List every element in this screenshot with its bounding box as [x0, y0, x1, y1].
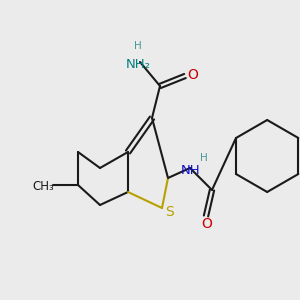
- Text: H: H: [134, 41, 142, 51]
- Text: CH₃: CH₃: [32, 179, 54, 193]
- Text: S: S: [165, 205, 173, 219]
- Text: O: O: [202, 217, 212, 231]
- Text: H: H: [200, 153, 208, 163]
- Text: O: O: [188, 68, 198, 82]
- Text: NH₂: NH₂: [125, 58, 151, 70]
- Text: NH: NH: [181, 164, 201, 176]
